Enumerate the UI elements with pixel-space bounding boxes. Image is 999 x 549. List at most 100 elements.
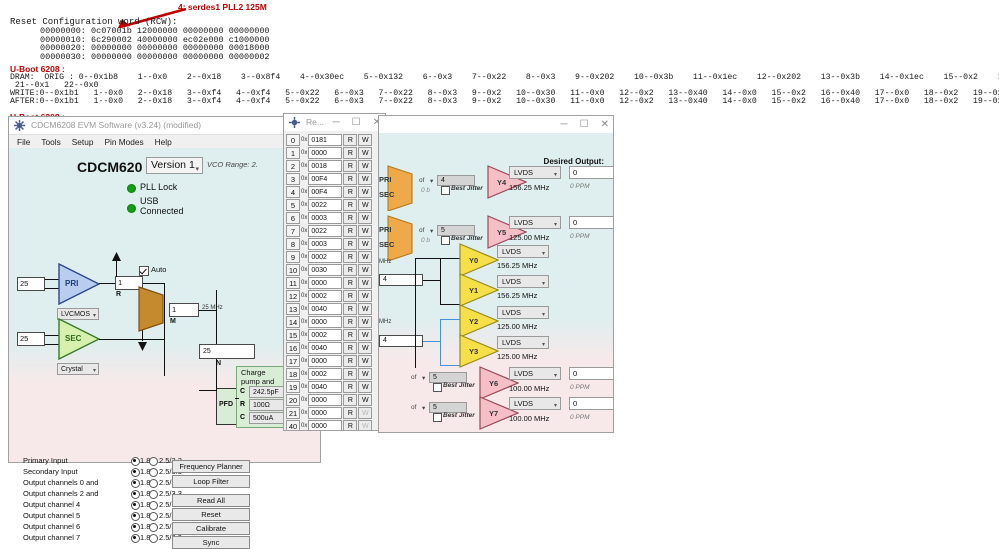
register-row[interactable]: 17 0x 0000 R W <box>286 354 373 367</box>
radio-1v8[interactable] <box>131 501 140 510</box>
menu-setup[interactable]: Setup <box>71 137 94 147</box>
register-row[interactable]: 7 0x 0022 R W <box>286 224 373 237</box>
y5-desired-input[interactable]: 0 <box>569 216 613 229</box>
y7-divider-input[interactable]: 5 <box>429 402 467 413</box>
minimize-icon[interactable]: ─ <box>332 116 340 128</box>
register-value-input[interactable]: 0002 <box>308 328 343 341</box>
maximize-icon[interactable]: ☐ <box>579 118 589 130</box>
y4-divider-input[interactable]: 4 <box>437 175 475 186</box>
radio-25-33[interactable] <box>149 479 158 488</box>
sync-button[interactable]: Sync <box>172 536 250 549</box>
register-read-button[interactable]: R <box>343 354 358 367</box>
close-icon[interactable]: ✕ <box>600 118 609 130</box>
radio-1v8[interactable] <box>131 523 140 532</box>
pri-r-divider[interactable]: 1 <box>115 276 143 290</box>
y4-best-jitter-checkbox[interactable] <box>441 186 450 195</box>
register-write-button[interactable]: W <box>358 172 373 185</box>
register-write-button[interactable]: W <box>358 250 373 263</box>
register-row[interactable]: 20 0x 0000 R W <box>286 393 373 406</box>
register-write-button[interactable]: W <box>358 211 373 224</box>
n-divider-input-box[interactable]: 25 <box>199 344 255 359</box>
register-row[interactable]: 11 0x 0000 R W <box>286 276 373 289</box>
chevron-down-icon[interactable]: ▾ <box>430 178 434 185</box>
pri-frequency-input[interactable]: 25 <box>17 277 45 291</box>
register-row[interactable]: 4 0x 00F4 R W <box>286 185 373 198</box>
register-row[interactable]: 15 0x 0002 R W <box>286 328 373 341</box>
maximize-icon[interactable]: ☐ <box>351 116 361 128</box>
register-read-button[interactable]: R <box>343 224 358 237</box>
register-row[interactable]: 12 0x 0002 R W <box>286 289 373 302</box>
register-read-button[interactable]: R <box>343 263 358 276</box>
y6-format-select[interactable]: LVDS ▾ <box>509 367 561 380</box>
y6-divider-input[interactable]: 5 <box>429 372 467 383</box>
y7-best-jitter-checkbox[interactable] <box>433 413 442 422</box>
radio-25-33[interactable] <box>149 501 158 510</box>
register-row[interactable]: 6 0x 0003 R W <box>286 211 373 224</box>
register-row[interactable]: 1 0x 0000 R W <box>286 146 373 159</box>
register-read-button[interactable]: R <box>343 315 358 328</box>
register-value-input[interactable]: 0000 <box>308 419 343 430</box>
sec-frequency-input[interactable]: 25 <box>17 332 45 346</box>
minimize-icon[interactable]: ─ <box>560 118 568 130</box>
register-read-button[interactable]: R <box>343 146 358 159</box>
register-write-button[interactable]: W <box>358 159 373 172</box>
register-value-input[interactable]: 0000 <box>308 276 343 289</box>
register-row[interactable]: 3 0x 00F4 R W <box>286 172 373 185</box>
register-write-button[interactable]: W <box>358 198 373 211</box>
register-row[interactable]: 14 0x 0000 R W <box>286 315 373 328</box>
y6-desired-input[interactable]: 0 <box>569 367 613 380</box>
menu-pin-modes[interactable]: Pin Modes <box>104 137 144 147</box>
y6-best-jitter-checkbox[interactable] <box>433 383 442 392</box>
register-value-input[interactable]: 0018 <box>308 159 343 172</box>
radio-1v8[interactable] <box>131 479 140 488</box>
close-icon[interactable]: ✕ <box>372 116 381 128</box>
radio-25-33[interactable] <box>149 523 158 532</box>
register-write-button[interactable]: W <box>358 302 373 315</box>
register-read-button[interactable]: R <box>343 341 358 354</box>
register-read-button[interactable]: R <box>343 393 358 406</box>
y3-format-select[interactable]: LVDS ▾ <box>497 336 549 349</box>
register-row[interactable]: 13 0x 0040 R W <box>286 302 373 315</box>
register-row[interactable]: 8 0x 0003 R W <box>286 237 373 250</box>
y4-desired-input[interactable]: 0 <box>569 166 613 179</box>
y01-divider-input[interactable]: 4 <box>379 274 423 286</box>
register-value-input[interactable]: 00F4 <box>308 172 343 185</box>
register-write-button[interactable]: W <box>358 315 373 328</box>
register-row[interactable]: 40 0x 0000 R W <box>286 419 373 430</box>
chevron-down-icon[interactable]: ▾ <box>422 405 426 412</box>
register-write-button[interactable]: W <box>358 185 373 198</box>
register-write-button[interactable]: W <box>358 289 373 302</box>
y5-divider-input[interactable]: 5 <box>437 225 475 236</box>
output-titlebar[interactable]: ─ ☐ ✕ <box>379 116 613 134</box>
y5-best-jitter-checkbox[interactable] <box>441 236 450 245</box>
register-write-button[interactable]: W <box>358 341 373 354</box>
main-titlebar[interactable]: CDCM6208 EVM Software (v3.24) (modified) <box>9 117 320 135</box>
register-row[interactable]: 16 0x 0040 R W <box>286 341 373 354</box>
register-read-button[interactable]: R <box>343 185 358 198</box>
register-row[interactable]: 9 0x 0002 R W <box>286 250 373 263</box>
chevron-down-icon[interactable]: ▾ <box>422 375 426 382</box>
y1-format-select[interactable]: LVDS ▾ <box>497 275 549 288</box>
register-value-input[interactable]: 0022 <box>308 198 343 211</box>
register-value-input[interactable]: 0040 <box>308 341 343 354</box>
version-select[interactable]: Version 1 ▾ <box>146 157 203 174</box>
register-value-input[interactable]: 0040 <box>308 302 343 315</box>
register-value-input[interactable]: 0000 <box>308 354 343 367</box>
radio-1v8[interactable] <box>131 490 140 499</box>
input-mux[interactable] <box>138 286 164 332</box>
menu-file[interactable]: File <box>17 137 31 147</box>
register-write-button[interactable]: W <box>358 354 373 367</box>
register-row[interactable]: 18 0x 0002 R W <box>286 367 373 380</box>
register-read-button[interactable]: R <box>343 302 358 315</box>
reset-button[interactable]: Reset <box>172 508 250 521</box>
register-write-button[interactable]: W <box>358 393 373 406</box>
sec-format-select[interactable]: Crystal ▾ <box>57 363 99 375</box>
register-write-button[interactable]: W <box>358 276 373 289</box>
radio-25-33[interactable] <box>149 457 158 466</box>
register-read-button[interactable]: R <box>343 276 358 289</box>
auto-checkbox[interactable] <box>139 266 149 276</box>
register-read-button[interactable]: R <box>343 133 358 146</box>
register-read-button[interactable]: R <box>343 289 358 302</box>
register-row[interactable]: 5 0x 0022 R W <box>286 198 373 211</box>
register-value-input[interactable]: 00F4 <box>308 185 343 198</box>
